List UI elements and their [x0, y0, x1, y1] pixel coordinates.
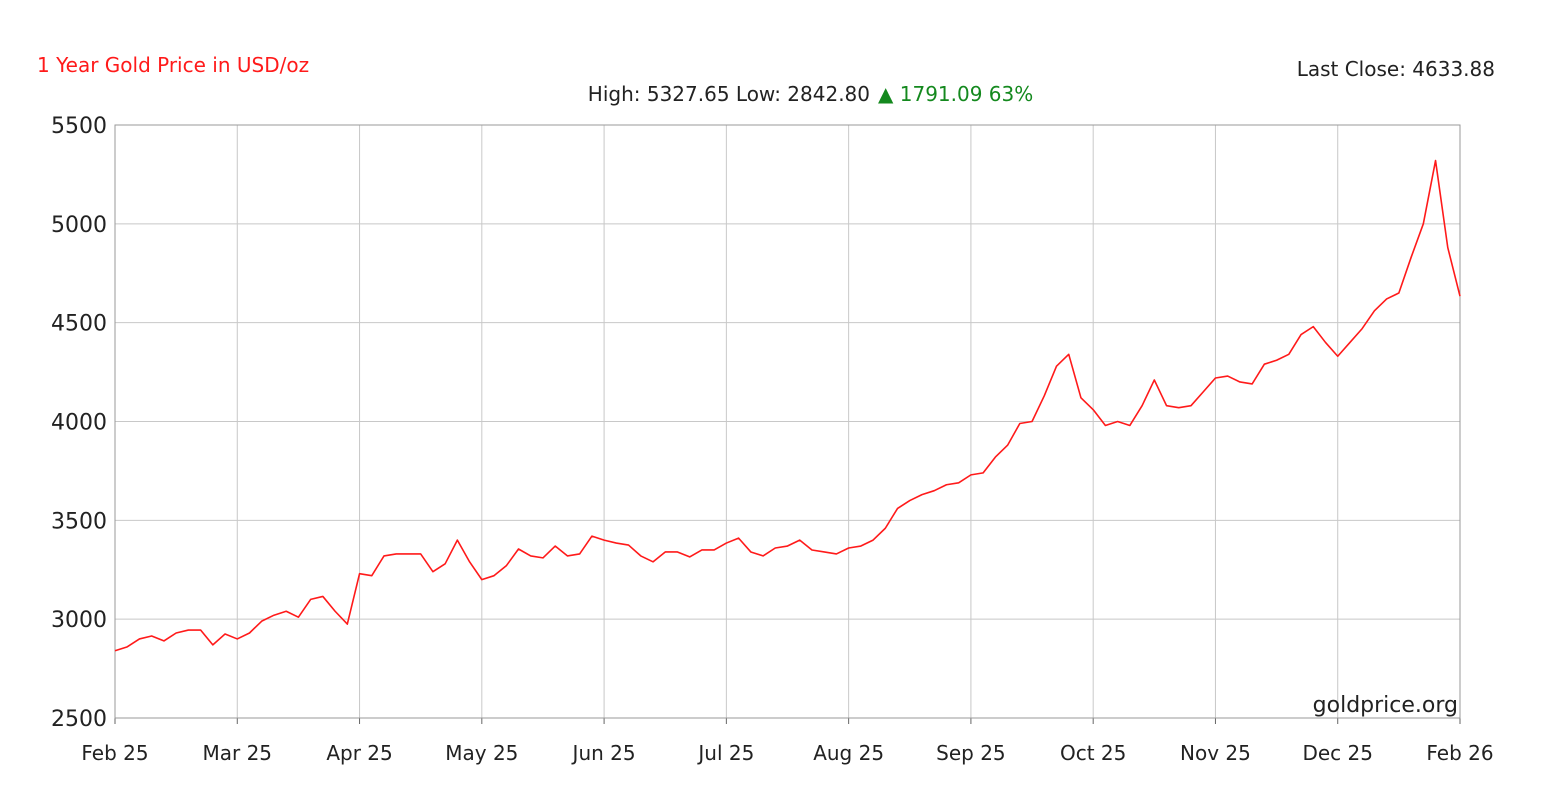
y-tick-label: 3000 — [51, 608, 107, 633]
x-tick-label: Apr 25 — [326, 741, 392, 765]
plot-area: 2500 3000 3500 4000 4500 5000 5500 Feb 25 Mar 25… — [51, 114, 1494, 765]
x-tick-label: Feb 25 — [81, 741, 148, 765]
x-tick-label: Jul 25 — [696, 741, 754, 765]
y-tick-label: 2500 — [51, 707, 107, 732]
y-tick-label: 5500 — [51, 114, 107, 139]
x-tick-label: Dec 25 — [1302, 741, 1373, 765]
x-tick-label: Aug 25 — [813, 741, 884, 765]
x-tick-label: Jun 25 — [571, 741, 636, 765]
x-tick-label: Sep 25 — [936, 741, 1006, 765]
high-low: High: 5327.65 Low: 2842.80 — [588, 82, 870, 106]
x-tick-label: Mar 25 — [202, 741, 272, 765]
y-tick-label: 4500 — [51, 312, 107, 337]
y-tick-label: 4000 — [51, 411, 107, 436]
x-tick-label: Nov 25 — [1180, 741, 1251, 765]
plot-border — [114, 124, 1461, 719]
y-tick-label: 3500 — [51, 509, 107, 534]
change: ▲ 1791.09 63% — [878, 82, 1033, 106]
chart-title: 1 Year Gold Price in USD/oz — [37, 53, 309, 77]
y-tick-label: 5000 — [51, 213, 107, 238]
x-tick-label: Feb 26 — [1426, 741, 1493, 765]
watermark: goldprice.org — [1313, 693, 1458, 718]
x-tick-label: May 25 — [445, 741, 518, 765]
last-close: Last Close: 4633.88 — [1297, 57, 1495, 81]
x-tick-label: Oct 25 — [1060, 741, 1126, 765]
price-line — [114, 159, 1461, 652]
